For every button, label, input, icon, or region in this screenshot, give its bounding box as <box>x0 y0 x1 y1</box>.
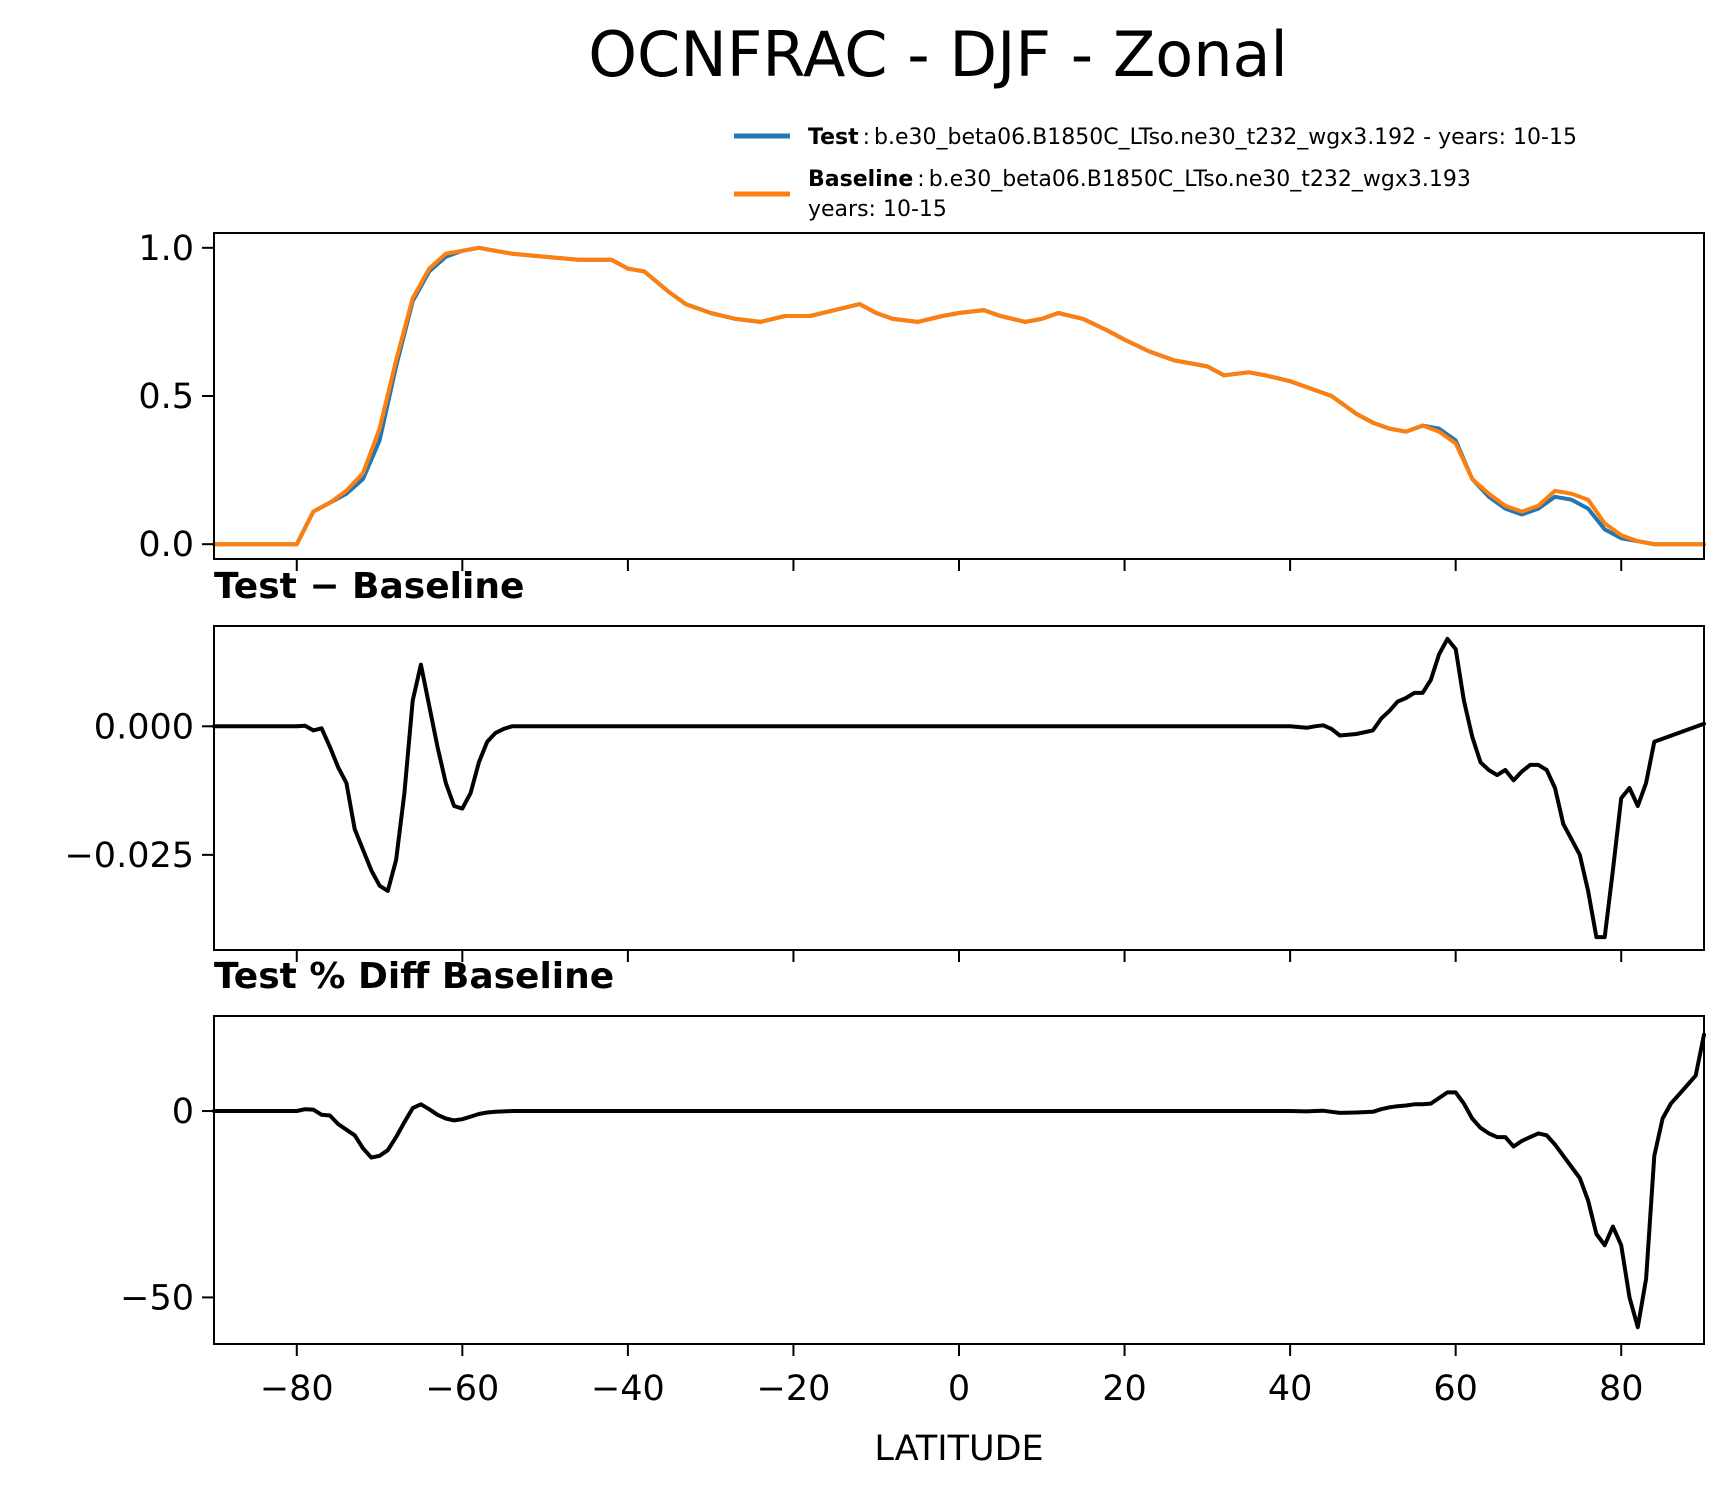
x-tick-label: −60 <box>425 1369 499 1409</box>
y-tick-label-ocnfrac: 0.0 <box>138 525 194 565</box>
series-line-pctdiff <box>212 1032 1706 1330</box>
legend-entry-baseline: Baseline: b.e30_beta06.B1850C_LTso.ne30_t… <box>808 167 1471 192</box>
series-line-baseline <box>212 245 1706 547</box>
x-tick-label: −40 <box>591 1369 665 1409</box>
x-tick-label: −80 <box>260 1369 334 1409</box>
y-tick-label-diff: 0.000 <box>94 707 194 747</box>
legend-description-baseline: b.e30_beta06.B1850C_LTso.ne30_t232_wgx3.… <box>929 167 1471 192</box>
x-tick-label: 80 <box>1599 1369 1644 1409</box>
x-tick-label: 20 <box>1102 1369 1147 1409</box>
y-tick-label-pctdiff: −50 <box>120 1278 194 1318</box>
figure-title: OCNFRAC - DJF - Zonal <box>588 18 1288 91</box>
x-tick-label: 0 <box>948 1369 970 1409</box>
y-tick-label-ocnfrac: 1.0 <box>138 229 194 269</box>
panel-test-pct-diff-baseline: 0 −50 −80 −60 −40 −20 0 20 40 60 80 Test % Diff Bas… <box>120 956 1706 1409</box>
panel-ocnfrac: 0.0 0.5 1.0 <box>138 229 1706 571</box>
y-tick-label-pctdiff: 0 <box>172 1092 194 1132</box>
legend-description-baseline-line2: years: 10-15 <box>808 197 947 222</box>
legend-label-baseline: Baseline <box>808 167 913 192</box>
panel-test-minus-baseline: 0.000 −0.025 Test − Baseline <box>64 566 1706 962</box>
y-tick-label-ocnfrac: 0.5 <box>138 377 194 417</box>
x-tick-label: −20 <box>757 1369 831 1409</box>
panel-title-pctdiff: Test % Diff Baseline <box>214 956 614 997</box>
x-tick-label: 60 <box>1433 1369 1478 1409</box>
legend: Test: b.e30_beta06.B1850C_LTso.ne30_t232_… <box>734 125 1577 222</box>
x-axis-label: LATITUDE <box>874 1429 1043 1469</box>
series-line-diff <box>212 636 1706 940</box>
legend-separator-baseline: : <box>917 167 924 192</box>
legend-description-test: b.e30_beta06.B1850C_LTso.ne30_t232_wgx3.… <box>874 125 1577 150</box>
y-tick-label-diff: −0.025 <box>64 836 194 876</box>
x-tick-label: 40 <box>1268 1369 1313 1409</box>
legend-label-test: Test <box>808 125 859 150</box>
legend-separator-test: : <box>863 125 870 150</box>
panel-title-diff: Test − Baseline <box>214 566 524 607</box>
legend-entry-test: Test: b.e30_beta06.B1850C_LTso.ne30_t232_… <box>808 125 1577 150</box>
